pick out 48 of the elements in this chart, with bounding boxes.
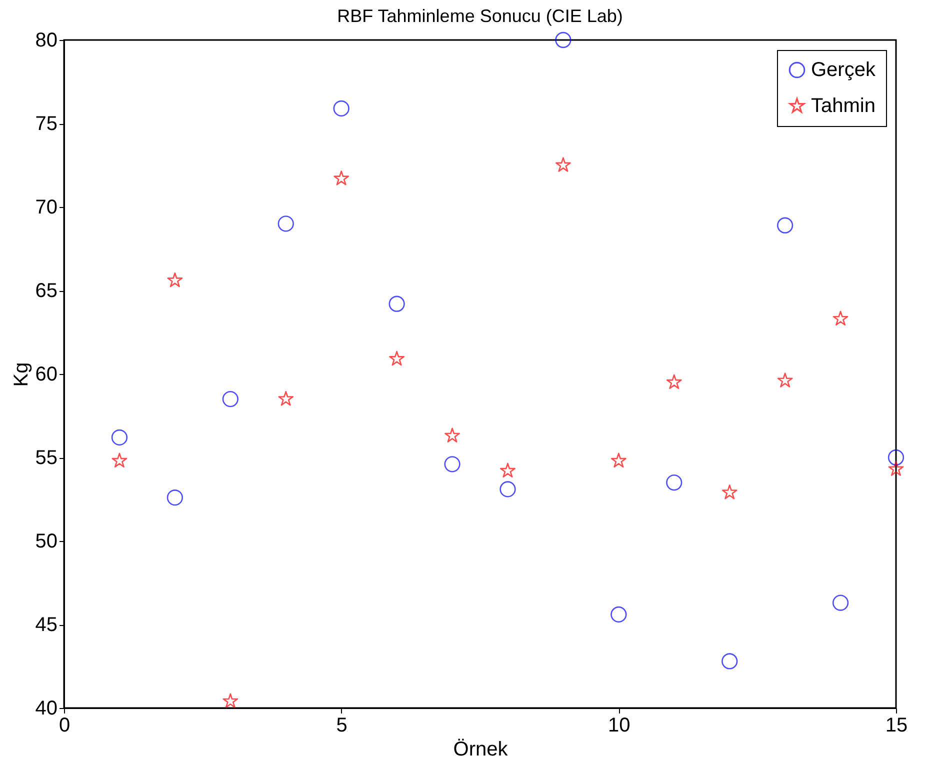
x-tick-label: 5 (336, 714, 348, 736)
legend-label: Tahmin (811, 95, 876, 117)
point (610, 452, 626, 468)
point (500, 481, 516, 498)
point (610, 606, 627, 623)
point (278, 390, 294, 406)
point (444, 456, 460, 472)
chart-title: RBF Tahminleme Sonucu (CIE Lab) (337, 6, 623, 26)
point (222, 693, 238, 708)
point (666, 374, 682, 389)
x-axis-title: Örnek (453, 738, 509, 760)
point (777, 372, 793, 388)
y-tick-label: 70 (35, 196, 58, 218)
x-tick-label: 0 (58, 714, 70, 736)
point (112, 452, 128, 468)
legend-label: Gerçek (811, 59, 876, 81)
y-tick-label: 55 (35, 447, 58, 469)
point (888, 449, 904, 466)
point (666, 474, 682, 491)
point (777, 217, 794, 234)
point (278, 216, 294, 232)
y-tick-label: 80 (35, 30, 58, 52)
y-tick-label: 40 (35, 698, 58, 720)
point (333, 100, 350, 117)
point (722, 653, 738, 670)
point (334, 170, 350, 186)
point (500, 462, 516, 478)
point (222, 391, 238, 408)
point (555, 157, 571, 172)
point (555, 32, 572, 48)
y-tick-label: 45 (35, 614, 58, 636)
y-tick-label: 75 (35, 113, 58, 135)
point (111, 429, 128, 446)
point (832, 594, 849, 611)
point (444, 428, 460, 442)
point (167, 272, 183, 288)
x-tick-label: 15 (885, 714, 908, 736)
point (722, 484, 738, 500)
x-tick-label: 10 (608, 714, 630, 736)
point (166, 490, 183, 506)
point (389, 350, 405, 366)
point (388, 296, 405, 312)
y-axis-title: Kg (10, 362, 32, 387)
point (832, 310, 848, 326)
y-tick-label: 65 (35, 280, 58, 302)
y-tick-label: 60 (35, 364, 58, 386)
point (888, 461, 904, 476)
y-tick-label: 50 (35, 530, 58, 552)
